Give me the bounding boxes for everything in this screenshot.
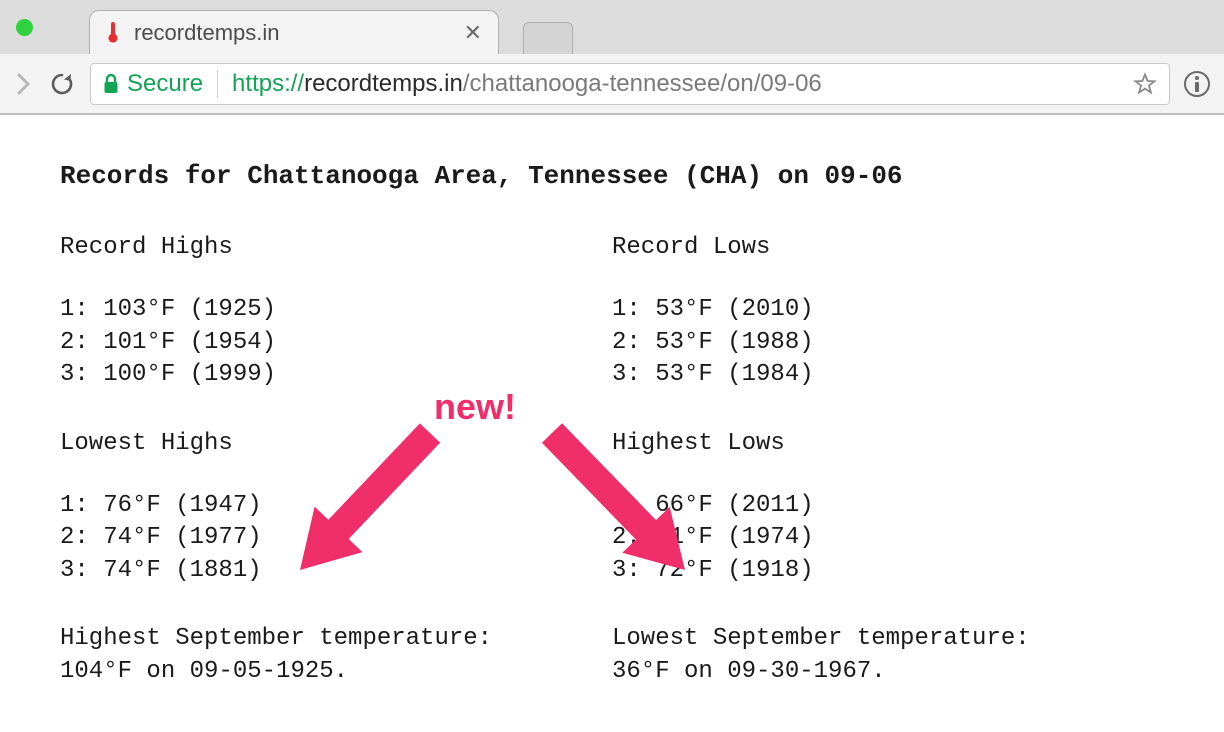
window-traffic-light-green[interactable] bbox=[16, 19, 33, 36]
browser-chrome: recordtemps.in ✕ Secure https://recordte… bbox=[0, 0, 1224, 115]
list-item: 2: 53°F (1988) bbox=[612, 327, 1164, 359]
thermometer-icon bbox=[102, 23, 122, 43]
bookmark-star-icon[interactable] bbox=[1125, 72, 1157, 96]
monthly-low-value: 36°F on 09-30-1967. bbox=[612, 656, 1164, 688]
chevron-right-icon[interactable] bbox=[14, 73, 34, 95]
record-highs-list: 1: 103°F (1925) 2: 101°F (1954) 3: 100°F… bbox=[60, 294, 612, 391]
monthly-low-title: Lowest September temperature: bbox=[612, 623, 1164, 655]
tab-title: recordtemps.in bbox=[134, 20, 460, 46]
divider bbox=[217, 70, 218, 98]
lowest-highs-list: 1: 76°F (1947) 2: 74°F (1977) 3: 74°F (1… bbox=[60, 490, 612, 587]
secure-label: Secure bbox=[127, 70, 203, 98]
tab-strip: recordtemps.in ✕ bbox=[0, 0, 1224, 54]
url-protocol: https:// bbox=[232, 70, 304, 97]
page-title: Records for Chattanooga Area, Tennessee … bbox=[60, 159, 1164, 194]
list-item: 3: 72°F (1918) bbox=[612, 555, 1164, 587]
list-item: 3: 74°F (1881) bbox=[60, 555, 612, 587]
column-right: Record Lows 1: 53°F (2010) 2: 53°F (1988… bbox=[612, 232, 1164, 688]
url-path: /chattanooga-tennessee/on/09-06 bbox=[463, 70, 822, 97]
list-item: 3: 53°F (1984) bbox=[612, 359, 1164, 391]
record-lows-list: 1: 53°F (2010) 2: 53°F (1988) 3: 53°F (1… bbox=[612, 294, 1164, 391]
url-text: https://recordtemps.in/chattanooga-tenne… bbox=[232, 70, 822, 98]
monthly-high-value: 104°F on 09-05-1925. bbox=[60, 656, 612, 688]
close-icon[interactable]: ✕ bbox=[460, 20, 486, 46]
reload-icon[interactable] bbox=[48, 70, 76, 98]
section-title-record-lows: Record Lows bbox=[612, 232, 1164, 264]
list-item: 1: 103°F (1925) bbox=[60, 294, 612, 326]
list-item: 1: 53°F (2010) bbox=[612, 294, 1164, 326]
list-item: 1: 66°F (2011) bbox=[612, 490, 1164, 522]
section-title-highest-lows: Highest Lows bbox=[612, 428, 1164, 460]
highest-lows-list: 1: 66°F (2011) 2: 71°F (1974) 3: 72°F (1… bbox=[612, 490, 1164, 587]
address-bar[interactable]: Secure https://recordtemps.in/chattanoog… bbox=[90, 63, 1170, 105]
list-item: 1: 76°F (1947) bbox=[60, 490, 612, 522]
browser-toolbar: Secure https://recordtemps.in/chattanoog… bbox=[0, 54, 1224, 114]
url-host: recordtemps.in bbox=[304, 70, 463, 97]
monthly-high-title: Highest September temperature: bbox=[60, 623, 612, 655]
list-item: 3: 100°F (1999) bbox=[60, 359, 612, 391]
list-item: 2: 74°F (1977) bbox=[60, 522, 612, 554]
list-item: 2: 71°F (1974) bbox=[612, 522, 1164, 554]
monthly-low: Lowest September temperature: 36°F on 09… bbox=[612, 623, 1164, 688]
monthly-high: Highest September temperature: 104°F on … bbox=[60, 623, 612, 688]
lock-icon bbox=[103, 74, 119, 94]
section-title-lowest-highs: Lowest Highs bbox=[60, 428, 612, 460]
new-tab-button[interactable] bbox=[523, 22, 573, 54]
records-columns: Record Highs 1: 103°F (1925) 2: 101°F (1… bbox=[60, 232, 1164, 688]
section-title-record-highs: Record Highs bbox=[60, 232, 612, 264]
info-icon[interactable] bbox=[1184, 71, 1210, 97]
page-content: Records for Chattanooga Area, Tennessee … bbox=[0, 115, 1224, 732]
column-left: Record Highs 1: 103°F (1925) 2: 101°F (1… bbox=[60, 232, 612, 688]
list-item: 2: 101°F (1954) bbox=[60, 327, 612, 359]
browser-tab[interactable]: recordtemps.in ✕ bbox=[89, 10, 499, 54]
